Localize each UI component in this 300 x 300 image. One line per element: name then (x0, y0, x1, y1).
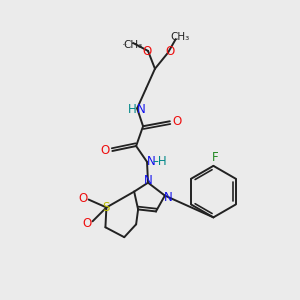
Text: N: N (137, 103, 146, 116)
Text: S: S (103, 201, 110, 214)
Text: O: O (142, 45, 152, 58)
Text: N: N (147, 155, 155, 168)
Text: H: H (128, 103, 136, 116)
Text: O: O (172, 115, 182, 128)
Text: F: F (212, 152, 219, 164)
Text: N: N (164, 191, 172, 204)
Text: O: O (78, 192, 87, 205)
Text: O: O (101, 145, 110, 158)
Text: O: O (165, 45, 174, 58)
Text: N: N (144, 174, 152, 187)
Text: CH₃: CH₃ (124, 40, 143, 50)
Text: methyl: methyl (123, 44, 128, 45)
Text: –H: –H (153, 155, 167, 168)
Text: O: O (82, 217, 91, 230)
Text: CH₃: CH₃ (170, 32, 189, 42)
